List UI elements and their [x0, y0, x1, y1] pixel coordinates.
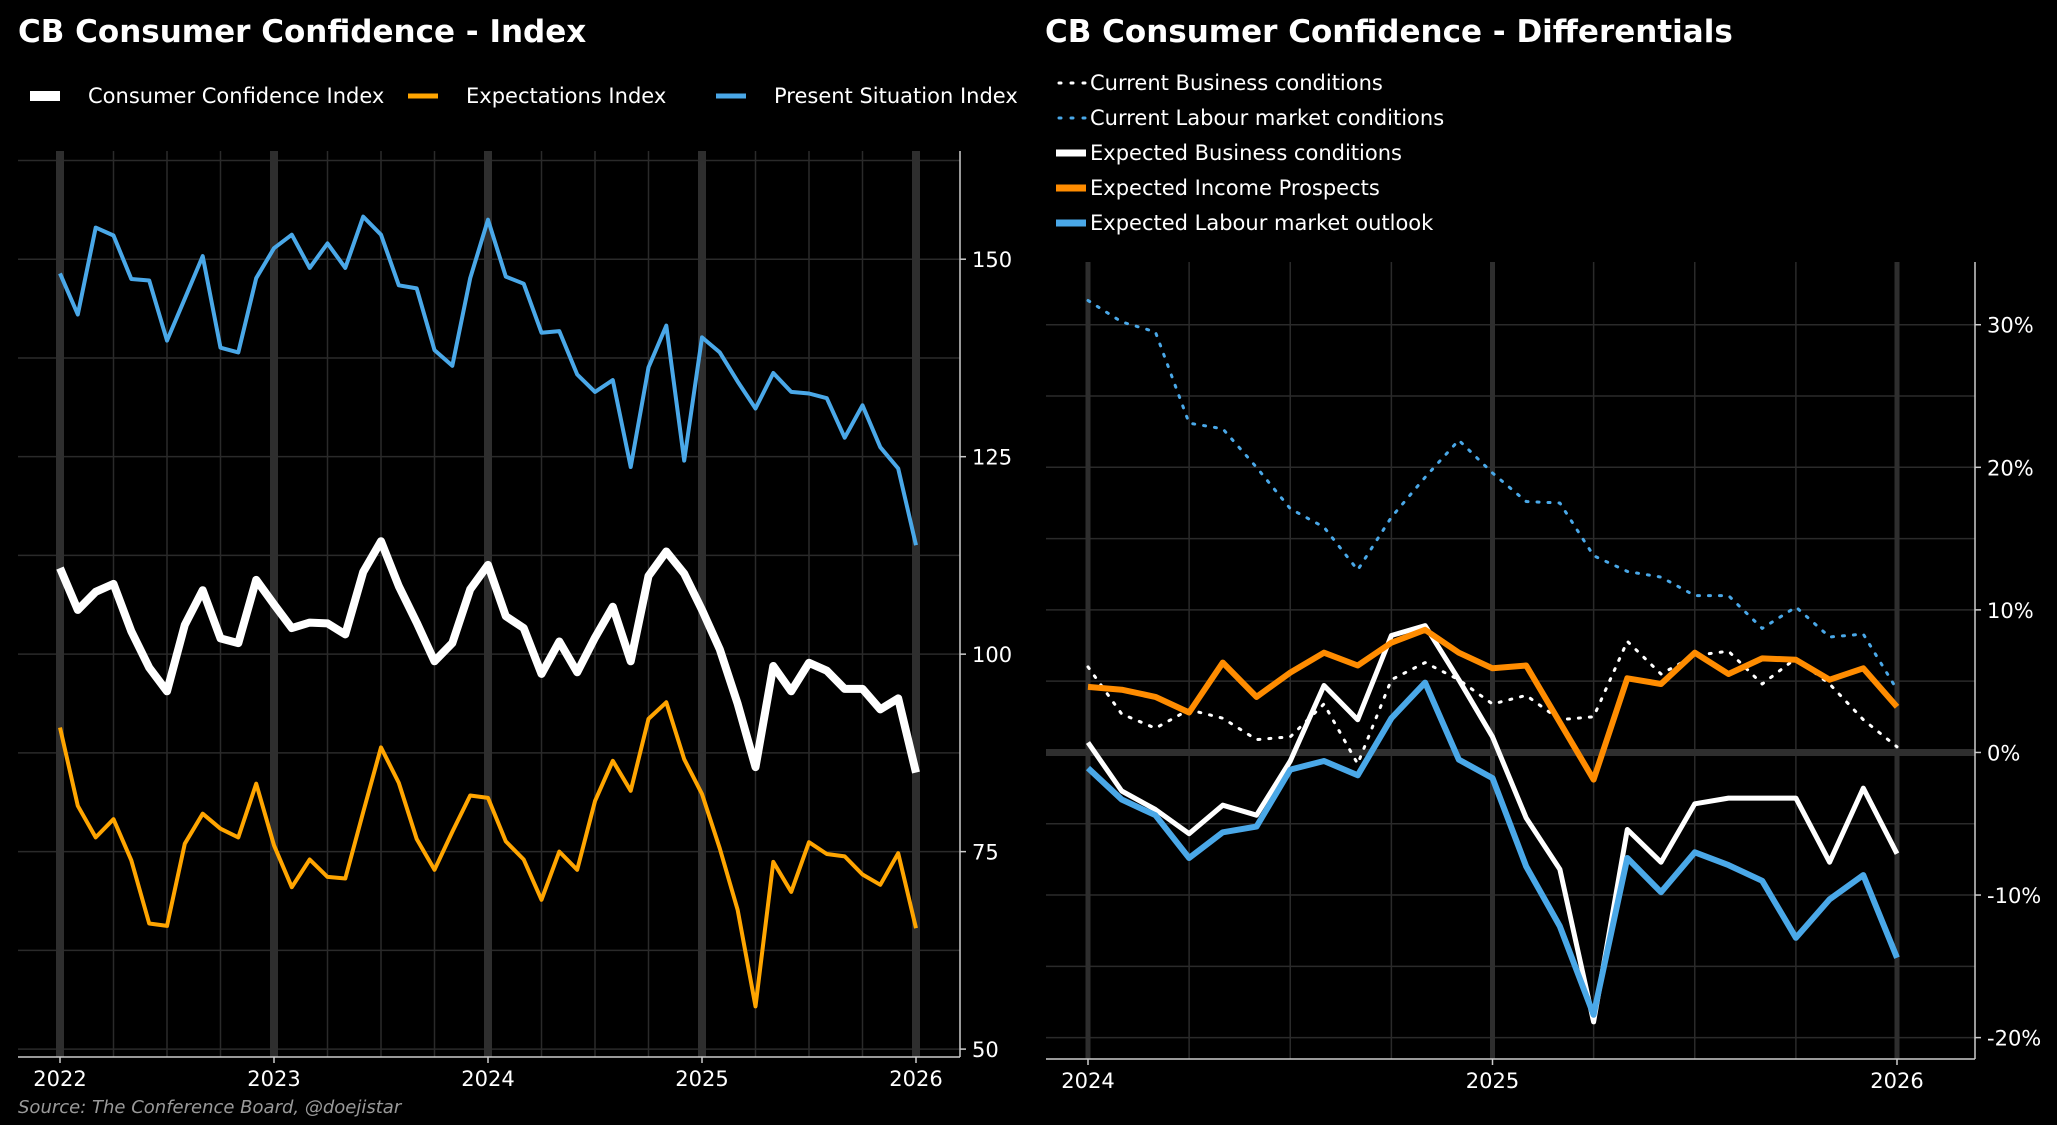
chart-title-index: CB Consumer Confidence - Index: [18, 14, 586, 50]
series-line-consumer-confidence-index: [56, 537, 920, 774]
x-tick-label: 2024: [461, 1067, 514, 1091]
series-line-expectations-index: [58, 700, 918, 1009]
y-tick-label: 75: [972, 841, 999, 865]
y-tick-label: 20%: [1987, 456, 2034, 480]
series-line-current-business-conditions: [1086, 639, 1899, 766]
y-tick-label: 10%: [1987, 599, 2034, 623]
x-tick-label: 2025: [1466, 1069, 1519, 1093]
chart-title-differentials: CB Consumer Confidence - Differentials: [1045, 14, 1733, 50]
y-tick-label: 150: [972, 248, 1012, 272]
legend-label: Current Business conditions: [1090, 71, 1383, 95]
legend-label: Expectations Index: [466, 84, 666, 108]
series-line-expected-business-conditions: [1085, 623, 1900, 1025]
y-tick-label: -20%: [1987, 1027, 2041, 1051]
series-line-expected-labour-market-outlook: [1085, 679, 1900, 1018]
series-line-expected-income-prospects: [1087, 626, 1900, 783]
differentials-chart: -20% -10% 0% 10% 20% 30% 2024 2025 2026 Current B…: [1046, 71, 2041, 1093]
legend-label: Present Situation Index: [774, 84, 1018, 108]
x-tick-label: 2026: [1870, 1069, 1923, 1093]
x-tick-label: 2022: [33, 1067, 86, 1091]
source-note: Source: The Conference Board, @doejistar: [18, 1097, 403, 1118]
y-tick-label: 30%: [1987, 314, 2034, 338]
legend-label: Expected Labour market outlook: [1090, 211, 1434, 235]
x-tick-label: 2025: [675, 1067, 728, 1091]
y-tick-label: 125: [972, 446, 1012, 470]
series-line-current-labour-market-conditions: [1086, 299, 1899, 692]
x-tick-label: 2023: [247, 1067, 300, 1091]
legend-label: Current Labour market conditions: [1090, 106, 1444, 130]
index-chart: 50 75 100 125 150 2022 2023 2024 2025 2026 Consume…: [18, 84, 1018, 1091]
y-tick-label: 50: [972, 1038, 999, 1062]
legend-label: Consumer Confidence Index: [88, 84, 384, 108]
x-tick-label: 2026: [889, 1067, 942, 1091]
y-tick-label: -10%: [1987, 884, 2041, 908]
x-tick-label: 2024: [1061, 1069, 1114, 1093]
series-line-present-situation-index: [58, 214, 918, 546]
legend-label: Expected Business conditions: [1090, 141, 1402, 165]
y-tick-label: 0%: [1987, 741, 2020, 765]
legend-label: Expected Income Prospects: [1090, 176, 1380, 200]
y-tick-label: 100: [972, 643, 1012, 667]
